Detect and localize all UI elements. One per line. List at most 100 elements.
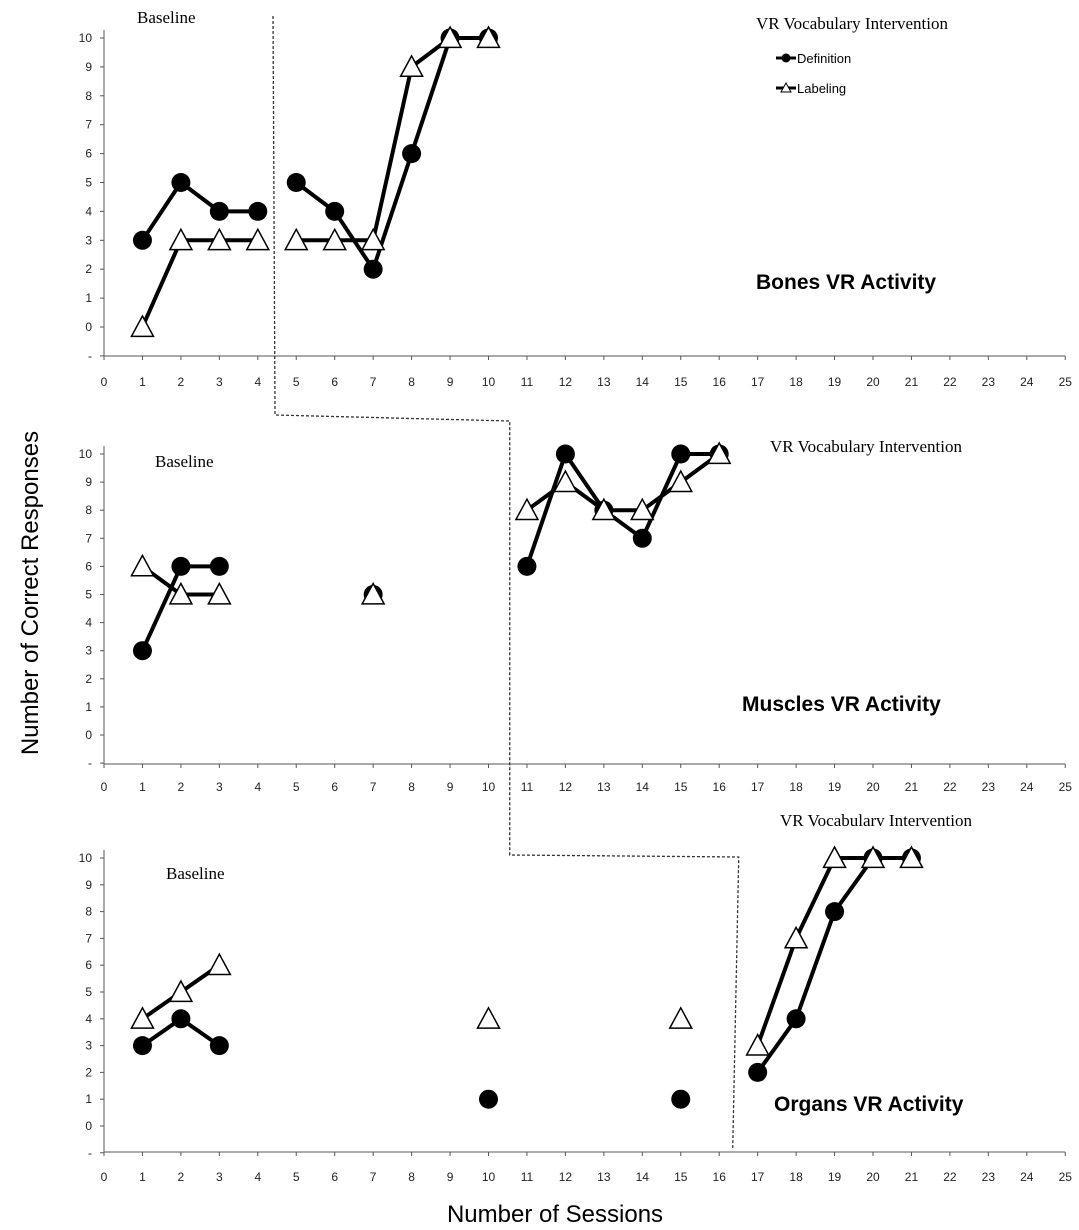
y-tick-label: 3 [85, 233, 92, 247]
data-point-labeling [553, 469, 578, 493]
x-tick-label: 1 [139, 1170, 146, 1184]
x-tick-label: 24 [1020, 375, 1034, 389]
x-tick-label: 9 [447, 780, 454, 794]
data-point-labeling [168, 227, 194, 251]
x-tick-label: 12 [559, 375, 573, 389]
legend-label-definition: Definition [797, 51, 851, 66]
x-tick-label: 23 [982, 375, 996, 389]
y-tick-label: 2 [85, 262, 92, 276]
x-tick-label: 20 [866, 1170, 880, 1184]
series-line-definition [140, 180, 258, 242]
data-point-definition [517, 556, 537, 576]
x-tick-label: 11 [521, 780, 534, 794]
data-point-labeling [168, 581, 194, 605]
x-tick-label: 7 [370, 375, 377, 389]
x-tick-label: 9 [447, 1170, 454, 1184]
x-tick-label: 18 [789, 780, 803, 794]
data-point-labeling [822, 845, 847, 869]
x-tick-label: 24 [1020, 1170, 1034, 1184]
data-point-definition [671, 444, 691, 464]
x-tick-label: 23 [982, 780, 996, 794]
x-tick-label: 21 [905, 375, 919, 389]
baseline-label: Baseline [166, 864, 225, 883]
y-tick-label: 6 [85, 147, 92, 161]
data-point-labeling [130, 553, 155, 577]
x-tick-label: 15 [674, 375, 688, 389]
x-tick-label: 14 [636, 1170, 650, 1184]
baseline-label: Baseline [155, 452, 214, 471]
data-point-labeling [207, 581, 232, 605]
data-point-definition [171, 173, 191, 192]
data-point-labeling [130, 1006, 155, 1029]
y-tick-label: 5 [85, 176, 92, 190]
legend-marker-labeling [780, 81, 792, 93]
x-tick-label: 8 [408, 1170, 415, 1184]
data-point-labeling [860, 845, 886, 869]
x-tick-label: 8 [408, 375, 415, 389]
x-tick-label: 10 [482, 780, 496, 794]
data-point-labeling [283, 227, 309, 251]
x-tick-label: 12 [559, 780, 573, 794]
y-tick-label: 1 [85, 700, 92, 714]
x-tick-label: 14 [636, 780, 650, 794]
data-point-labeling [130, 314, 155, 338]
legend-marker-definition [781, 53, 791, 63]
y-tick-label: 8 [85, 905, 92, 919]
x-tick-label: 13 [597, 375, 611, 389]
y-tick-label: 4 [85, 616, 92, 630]
data-point-definition [209, 201, 229, 221]
x-tick-label: 6 [331, 780, 338, 794]
y-tick-label: 9 [85, 878, 92, 892]
y-tick-label: 6 [85, 958, 92, 972]
data-point-labeling [745, 1033, 770, 1056]
y-tick-label: 4 [85, 204, 92, 218]
x-tick-label: 17 [751, 780, 765, 794]
x-tick-label: 13 [597, 1170, 611, 1184]
y-tick-label: 8 [85, 89, 92, 103]
y-tick-label: 6 [85, 559, 92, 573]
x-tick-label: 2 [178, 1170, 185, 1184]
baseline-label: Baseline [137, 8, 196, 27]
data-point-labeling [706, 441, 732, 465]
x-tick-label: 7 [370, 1170, 377, 1184]
intervention-label: VR Vocabularv Intervention [780, 811, 972, 830]
data-point-definition [132, 230, 152, 250]
x-tick-label: 1 [139, 375, 146, 389]
x-tick-label: 20 [866, 375, 880, 389]
x-tick-label: 23 [982, 1170, 996, 1184]
x-tick-label: 19 [828, 1170, 842, 1184]
x-tick-label: 3 [216, 1170, 223, 1184]
x-tick-label: 16 [713, 375, 727, 389]
y-tick-label: - [88, 756, 92, 770]
x-tick-label: 0 [101, 1170, 108, 1184]
legend: Definition Labeling [776, 51, 851, 96]
data-point-labeling [476, 25, 501, 49]
y-tick-label: 2 [85, 672, 92, 686]
x-tick-label: 4 [254, 1170, 261, 1184]
data-point-definition [132, 641, 152, 661]
data-point-labeling [591, 497, 617, 521]
x-tick-label: 14 [636, 375, 650, 389]
series-line-labeling [140, 238, 258, 328]
data-point-definition [479, 1089, 498, 1109]
data-point-labeling [514, 497, 540, 521]
data-point-labeling [899, 845, 924, 869]
data-point-definition [171, 556, 191, 576]
x-tick-label: 5 [293, 780, 300, 794]
y-tick-label: 9 [85, 60, 92, 74]
x-tick-label: 3 [216, 375, 223, 389]
phase-change-dashed-line [272, 15, 740, 1149]
series-line-definition [756, 856, 912, 1074]
x-tick-label: 11 [521, 1170, 534, 1184]
data-point-definition [402, 144, 422, 164]
x-tick-label: 22 [943, 1170, 957, 1184]
y-tick-label: 0 [85, 728, 92, 742]
y-tick-label: 4 [85, 1012, 92, 1026]
x-tick-label: 18 [789, 1170, 803, 1184]
intervention-label: VR Vocabulary Intervention [756, 14, 948, 33]
y-tick-label: 7 [85, 931, 92, 945]
